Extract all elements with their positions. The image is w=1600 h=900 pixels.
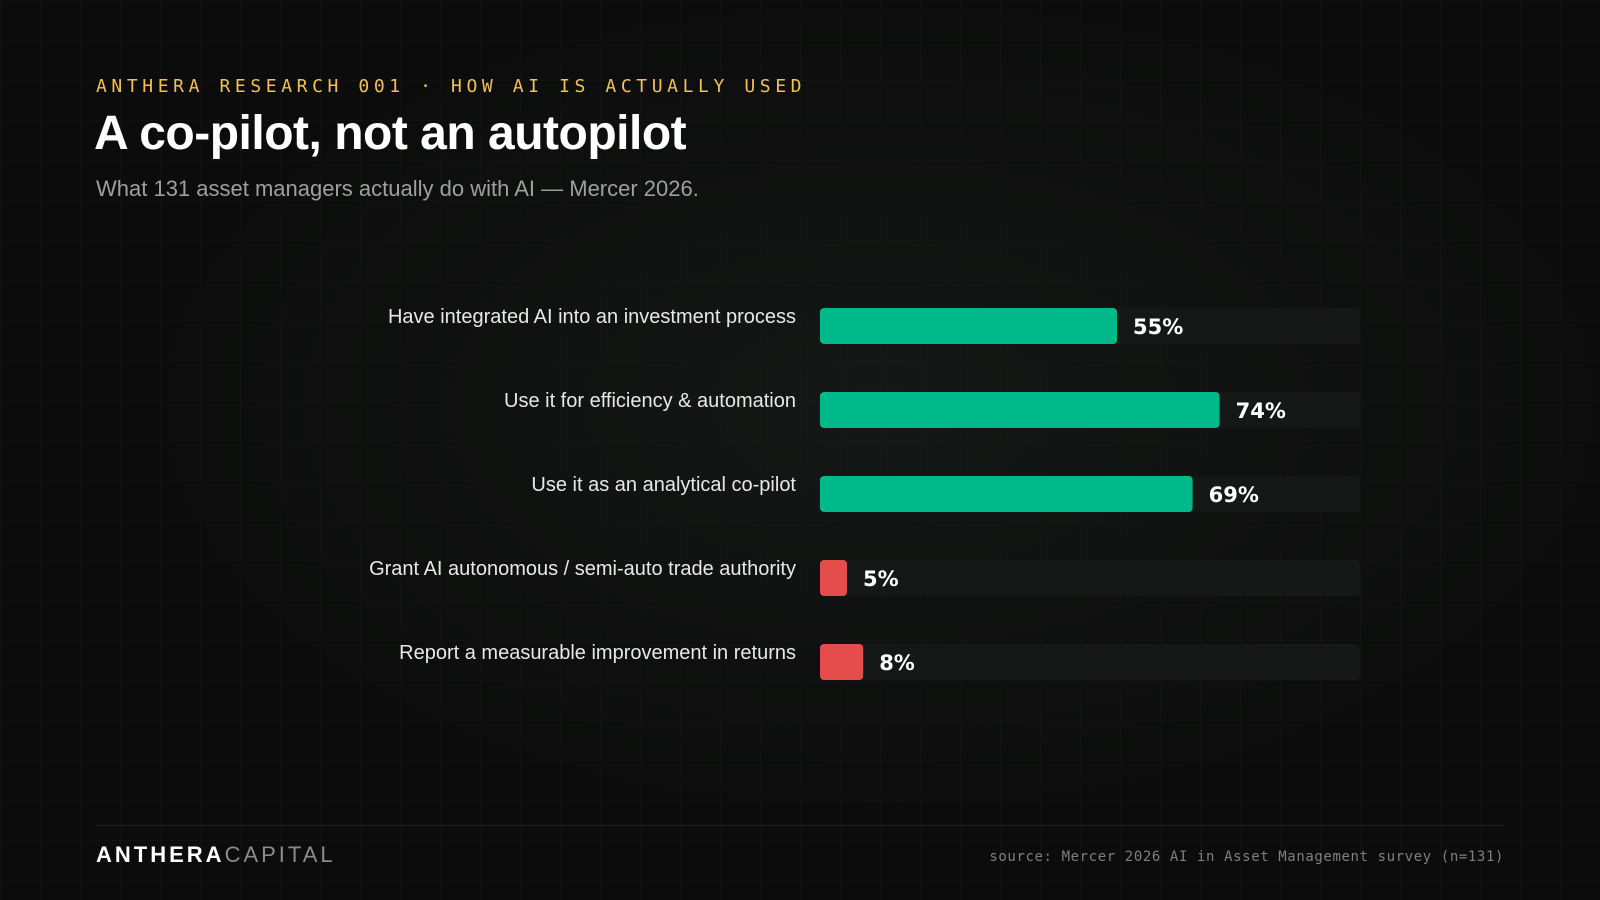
category-label: Grant AI autonomous / semi-auto trade au… xyxy=(369,558,796,580)
eyebrow-label: ANTHERA RESEARCH 001 · HOW AI IS ACTUALL… xyxy=(96,76,807,97)
brand-logo-secondary: CAPITAL xyxy=(224,842,336,867)
page-title: A co-pilot, not an autopilot xyxy=(94,107,687,160)
value-label: 8% xyxy=(879,651,915,675)
footer-divider xyxy=(96,825,1504,826)
bar xyxy=(820,308,1117,344)
value-label: 55% xyxy=(1133,315,1183,339)
bar xyxy=(820,644,864,680)
value-label: 74% xyxy=(1236,399,1286,423)
value-label: 69% xyxy=(1209,483,1259,507)
bar xyxy=(820,560,847,596)
value-label: 5% xyxy=(863,567,899,591)
bar-track xyxy=(820,560,1360,596)
bar-row: Have integrated AI into an investment pr… xyxy=(388,306,1360,344)
page-subtitle: What 131 asset managers actually do with… xyxy=(96,176,699,201)
brand-logo-primary: ANTHERA xyxy=(96,842,225,867)
source-note: source: Mercer 2026 AI in Asset Manageme… xyxy=(989,849,1504,865)
bar-row: Report a measurable improvement in retur… xyxy=(399,642,1360,680)
bar-row: Use it as an analytical co-pilot 69% xyxy=(531,474,1360,512)
category-label: Use it as an analytical co-pilot xyxy=(531,474,796,496)
category-label: Have integrated AI into an investment pr… xyxy=(388,306,796,328)
bar-row: Use it for efficiency & automation 74% xyxy=(504,390,1360,428)
bar-track xyxy=(820,644,1360,680)
category-label: Use it for efficiency & automation xyxy=(504,390,796,412)
category-label: Report a measurable improvement in retur… xyxy=(399,642,796,664)
brand-logo: ANTHERACAPITAL xyxy=(96,842,336,868)
bar xyxy=(820,392,1220,428)
bar-row: Grant AI autonomous / semi-auto trade au… xyxy=(369,558,1360,596)
bar-chart: Have integrated AI into an investment pr… xyxy=(369,306,1360,680)
bar xyxy=(820,476,1193,512)
